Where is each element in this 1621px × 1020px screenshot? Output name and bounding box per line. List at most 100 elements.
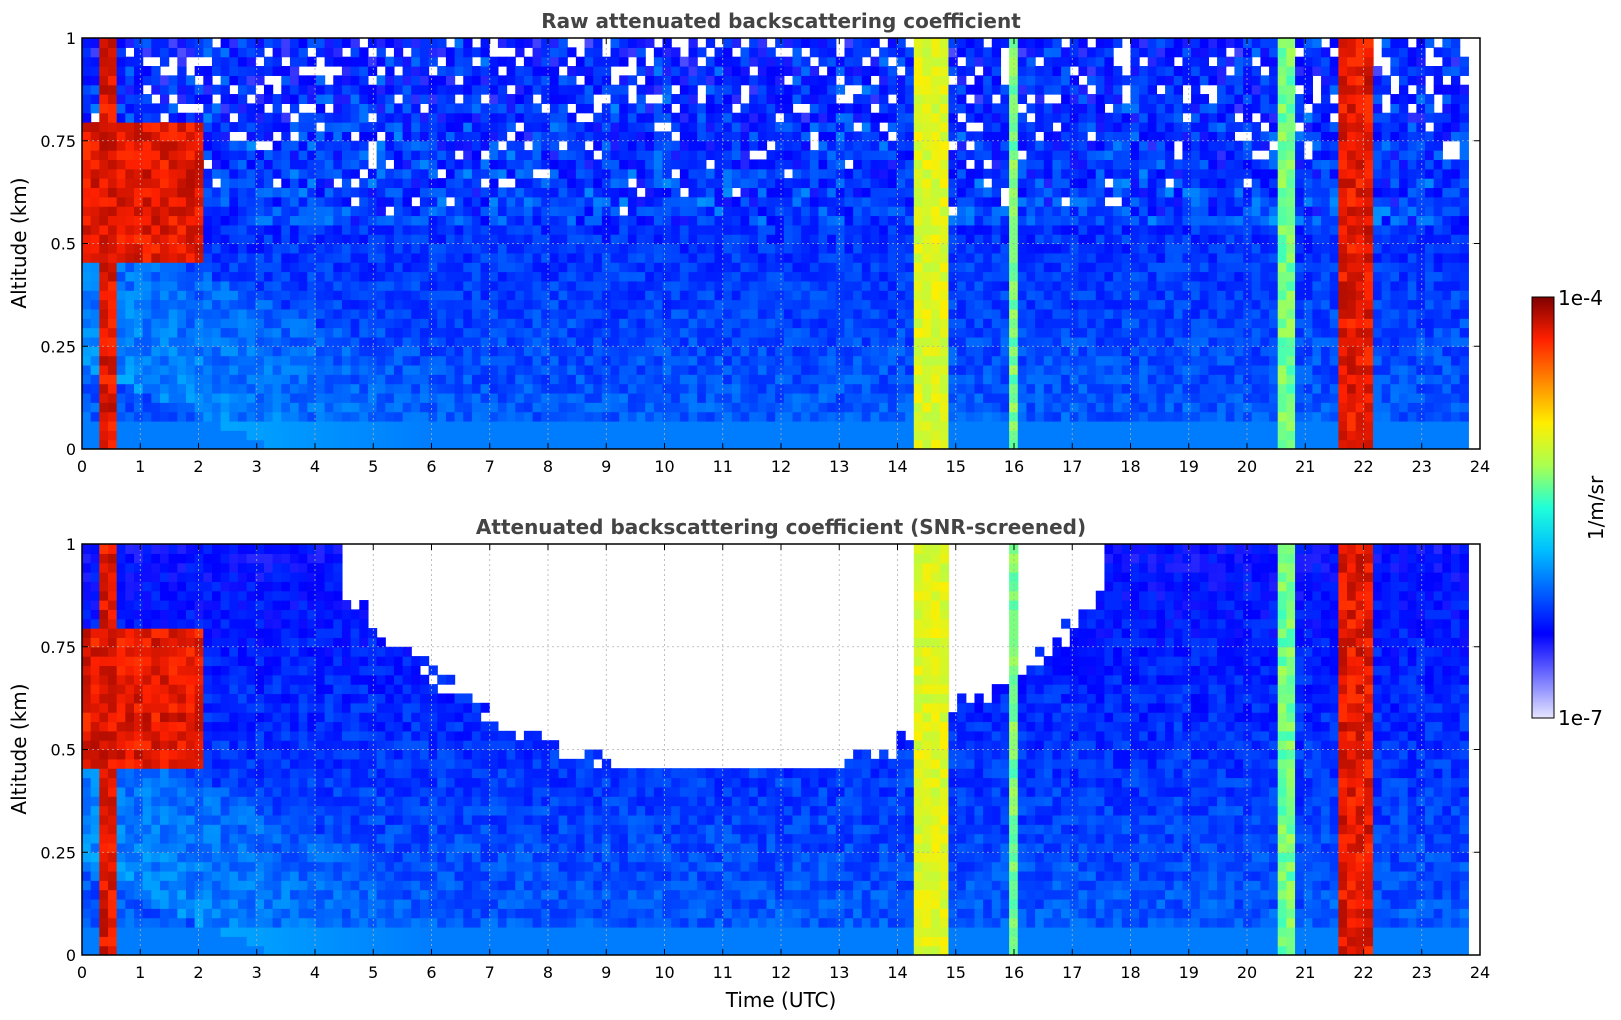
heatmap-cell [697, 327, 707, 338]
heatmap-cell [1052, 327, 1062, 338]
heatmap-cell [766, 402, 776, 413]
heatmap-cell [82, 206, 92, 217]
heatmap-cell [151, 243, 161, 254]
heatmap-cell [341, 56, 352, 67]
heatmap-cell [749, 103, 759, 114]
heatmap-cell [723, 103, 733, 114]
heatmap-cell [1095, 47, 1106, 58]
heatmap-cell [376, 262, 386, 273]
heatmap-cell [870, 150, 880, 161]
heatmap-cell [896, 392, 906, 403]
heatmap-cell [766, 346, 776, 357]
heatmap-cell [203, 383, 213, 394]
heatmap-cell [272, 168, 282, 179]
heatmap-cell [359, 262, 369, 273]
heatmap-cell [1043, 140, 1054, 151]
heatmap-cell [333, 318, 343, 329]
heatmap-cell [887, 215, 898, 226]
heatmap-cell [541, 56, 551, 67]
heatmap-cell [177, 271, 187, 282]
heatmap-cell [237, 402, 248, 413]
heatmap-cell [125, 374, 135, 385]
heatmap-cell [506, 364, 516, 375]
heatmap-cell [974, 290, 984, 301]
heatmap-cell [783, 131, 794, 142]
heatmap-cell [1009, 215, 1019, 226]
heatmap-cell [870, 383, 880, 394]
heatmap-cell [324, 140, 334, 151]
heatmap-cell [783, 430, 794, 441]
heatmap-cell [731, 327, 742, 338]
heatmap-cell [281, 150, 291, 161]
heatmap-cell [905, 364, 915, 375]
heatmap-cell [939, 430, 950, 441]
heatmap-cell [1104, 336, 1114, 347]
heatmap-cell [714, 243, 724, 254]
heatmap-cell [454, 346, 464, 357]
heatmap-cell [870, 122, 880, 133]
heatmap-cell [705, 66, 716, 76]
heatmap-cell [480, 308, 490, 319]
heatmap-cell [298, 84, 308, 95]
heatmap-cell [749, 140, 759, 151]
heatmap-cell [229, 94, 239, 104]
heatmap-cell [116, 112, 126, 123]
heatmap-cell [792, 75, 802, 86]
heatmap-cell [125, 75, 135, 86]
heatmap-cell [480, 271, 490, 282]
heatmap-cell [1043, 131, 1054, 142]
heatmap-cell [558, 103, 568, 114]
heatmap-cell [974, 168, 984, 179]
heatmap-cell [185, 84, 196, 95]
heatmap-cell [584, 355, 594, 366]
heatmap-cell [835, 84, 846, 95]
heatmap-cell [107, 318, 118, 329]
heatmap-cell [775, 383, 785, 394]
heatmap-cell [835, 392, 846, 403]
heatmap-cell [922, 94, 932, 104]
heatmap-cell [419, 262, 430, 273]
heatmap-cell [714, 308, 724, 319]
heatmap-cell [1061, 94, 1071, 104]
heatmap-cell [307, 308, 317, 319]
heatmap-cell [281, 66, 291, 76]
heatmap-cell [965, 234, 976, 245]
heatmap-cell [298, 206, 308, 217]
heatmap-cell [116, 243, 126, 254]
heatmap-cell [974, 47, 984, 58]
heatmap-cell [593, 439, 603, 449]
heatmap-cell [445, 178, 456, 189]
heatmap-cell [333, 290, 343, 301]
heatmap-cell [402, 355, 412, 366]
heatmap-cell [714, 318, 724, 329]
heatmap-cell [489, 430, 499, 441]
heatmap-cell [385, 215, 395, 226]
heatmap-cell [792, 271, 802, 282]
heatmap-cell [827, 327, 837, 338]
heatmap-cell [1009, 187, 1019, 198]
heatmap-cell [870, 430, 880, 441]
heatmap-cell [159, 290, 170, 301]
heatmap-cell [792, 374, 802, 385]
heatmap-cell [315, 355, 326, 366]
heatmap-cell [1043, 178, 1054, 189]
heatmap-cell [272, 196, 282, 207]
heatmap-cell [879, 224, 889, 235]
heatmap-cell [246, 243, 256, 254]
heatmap-cell [263, 66, 274, 76]
heatmap-cell [671, 234, 681, 245]
heatmap-cell [757, 38, 768, 48]
heatmap-cell [307, 420, 317, 431]
heatmap-cell [402, 280, 412, 291]
heatmap-cell [324, 47, 334, 58]
heatmap-cell [905, 290, 915, 301]
heatmap-cell [939, 150, 950, 161]
heatmap-cell [263, 38, 274, 48]
heatmap-cell [601, 411, 612, 422]
heatmap-cell [211, 252, 222, 263]
heatmap-cell [740, 318, 750, 329]
heatmap-cell [168, 243, 178, 254]
heatmap-cell [159, 346, 170, 357]
heatmap-cell [584, 103, 594, 114]
heatmap-cell [567, 47, 577, 58]
